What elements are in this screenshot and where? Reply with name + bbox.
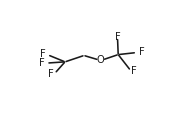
Text: F: F (139, 47, 144, 57)
Text: F: F (115, 32, 120, 42)
Text: F: F (48, 69, 54, 79)
Text: O: O (97, 55, 105, 65)
Text: F: F (40, 49, 46, 59)
Text: F: F (131, 66, 137, 76)
Text: F: F (39, 58, 45, 68)
